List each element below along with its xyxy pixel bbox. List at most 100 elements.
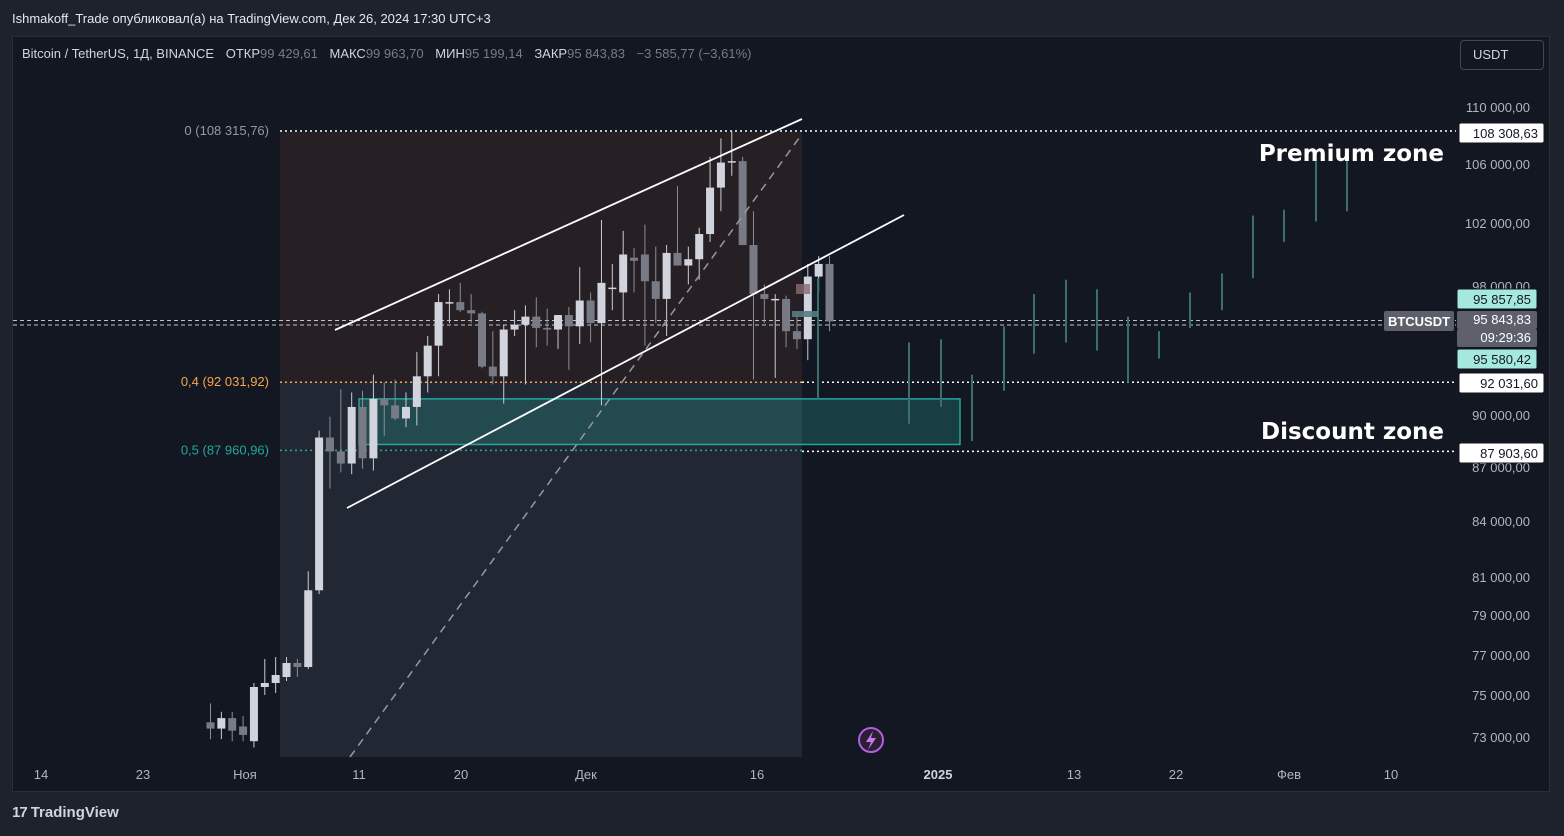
- candle-body[interactable]: [478, 313, 486, 367]
- candle-body[interactable]: [423, 345, 432, 377]
- change-value: −3 585,77 (−3,61%): [636, 46, 752, 61]
- candle-body[interactable]: [369, 398, 378, 459]
- candle-body[interactable]: [792, 331, 801, 340]
- price-label-text: 09:29:36: [1480, 330, 1531, 345]
- candle-body[interactable]: [434, 302, 443, 346]
- candle-body[interactable]: [467, 310, 476, 314]
- candle-body[interactable]: [749, 245, 758, 295]
- candle-body[interactable]: [803, 276, 812, 340]
- candle-body[interactable]: [249, 687, 258, 742]
- candle-body[interactable]: [738, 161, 747, 246]
- symbol-title[interactable]: Bitcoin / TetherUS, 1Д, BINANCE: [22, 46, 215, 61]
- price-label-text: 87 903,60: [1480, 446, 1538, 461]
- candle-body[interactable]: [782, 298, 791, 332]
- price-label-text: 95 580,42: [1473, 352, 1531, 367]
- candle-body[interactable]: [336, 451, 345, 464]
- candle-body[interactable]: [695, 234, 704, 260]
- candle-body[interactable]: [727, 161, 736, 163]
- y-axis-tick-label: 87 000,00: [1472, 460, 1530, 475]
- candle-body[interactable]: [239, 726, 248, 735]
- x-axis-tick-label: Ноя: [233, 767, 257, 782]
- fib-level-label: 0,5 (87 960,96): [181, 442, 269, 457]
- candle-body[interactable]: [597, 282, 606, 324]
- candle-body[interactable]: [445, 302, 454, 304]
- y-axis-tick-label: 77 000,00: [1472, 648, 1530, 663]
- candle-body[interactable]: [282, 663, 291, 677]
- high-label: МАКС: [329, 46, 366, 61]
- candle-body[interactable]: [532, 316, 541, 328]
- candle-body[interactable]: [716, 162, 725, 188]
- candle-body[interactable]: [456, 302, 465, 311]
- candle-body[interactable]: [760, 294, 769, 299]
- candle-body[interactable]: [673, 252, 682, 266]
- price-label-text: 108 308,63: [1473, 126, 1538, 141]
- candle-body[interactable]: [543, 327, 552, 330]
- candle-body[interactable]: [228, 718, 237, 731]
- candle-body[interactable]: [347, 406, 356, 464]
- demand-zone[interactable]: [358, 398, 961, 446]
- candle-body[interactable]: [391, 405, 400, 419]
- y-axis-tick-label: 110 000,00: [1466, 100, 1530, 115]
- x-axis-tick-label: 16: [750, 767, 764, 782]
- candle-body[interactable]: [706, 187, 715, 235]
- candle-body[interactable]: [217, 718, 226, 729]
- candle-body[interactable]: [488, 366, 497, 377]
- x-axis-tick-label: 2025: [924, 767, 953, 782]
- channel-upper-line[interactable]: [334, 118, 803, 331]
- candle-body[interactable]: [825, 263, 834, 322]
- candle-body[interactable]: [564, 315, 573, 327]
- candle-body[interactable]: [260, 683, 269, 687]
- candle-body[interactable]: [499, 329, 508, 377]
- candle-body[interactable]: [206, 722, 215, 729]
- currency-button[interactable]: USDT: [1460, 40, 1544, 70]
- candle-body[interactable]: [630, 257, 639, 261]
- candle-body[interactable]: [662, 252, 671, 299]
- candle-body[interactable]: [315, 437, 324, 591]
- tradingview-logo-icon: 17: [12, 804, 28, 821]
- candle-body[interactable]: [325, 437, 334, 452]
- footer-brand[interactable]: 17 TradingView: [12, 804, 119, 826]
- x-axis-tick-label: Фев: [1277, 767, 1301, 782]
- channel-lower-line[interactable]: [346, 214, 905, 509]
- candle-body[interactable]: [380, 398, 389, 406]
- premium-zone-label: Premium zone: [1259, 141, 1444, 167]
- candle-body[interactable]: [651, 281, 660, 299]
- open-value: 99 429,61: [260, 46, 318, 61]
- symbol-tag-text: BTCUSDT: [1388, 314, 1450, 329]
- price-label-box: [1458, 122, 1545, 144]
- x-axis-tick-label: 14: [34, 767, 48, 782]
- candle-body[interactable]: [554, 315, 563, 330]
- candle-body[interactable]: [640, 254, 649, 282]
- candle-body[interactable]: [619, 254, 628, 293]
- y-axis-tick-label: 84 000,00: [1472, 514, 1530, 529]
- low-label: МИН: [435, 46, 465, 61]
- close-value: 95 843,83: [567, 46, 625, 61]
- candle-body[interactable]: [586, 300, 595, 324]
- y-axis-tick-label: 90 000,00: [1472, 408, 1530, 423]
- price-label-text: 95 857,85: [1473, 292, 1531, 307]
- candle-body[interactable]: [358, 406, 367, 459]
- candle-body[interactable]: [293, 663, 302, 667]
- candle-body[interactable]: [412, 376, 421, 407]
- x-axis-tick-label: Дек: [575, 767, 597, 782]
- candle-body[interactable]: [304, 590, 313, 667]
- high-value: 99 963,70: [365, 46, 424, 61]
- candle-body[interactable]: [608, 287, 617, 290]
- candle-body[interactable]: [401, 406, 410, 419]
- candle-body[interactable]: [521, 316, 530, 325]
- candle-body[interactable]: [271, 675, 280, 683]
- candle-body[interactable]: [684, 259, 693, 266]
- projection-marker: [796, 284, 810, 294]
- candle-body[interactable]: [575, 300, 584, 327]
- x-axis-tick-label: 11: [352, 767, 366, 782]
- projection-marker: [792, 311, 818, 317]
- candle-body[interactable]: [510, 324, 519, 330]
- candle-body[interactable]: [814, 263, 823, 277]
- open-label: ОТКР: [225, 46, 261, 61]
- symbol-tag-box: [1384, 311, 1454, 331]
- candle-body[interactable]: [771, 298, 780, 301]
- price-label-text: 92 031,60: [1480, 376, 1538, 391]
- price-label-box: [1458, 372, 1545, 394]
- discount-zone-label: Discount zone: [1261, 419, 1444, 445]
